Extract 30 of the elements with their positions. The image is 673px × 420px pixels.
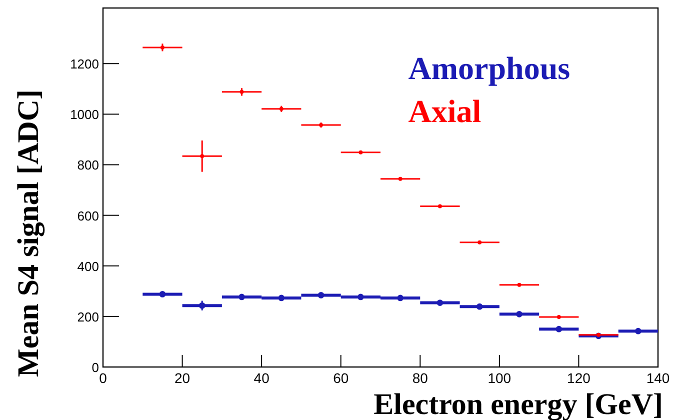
y-tick-label: 1200 — [70, 56, 99, 72]
x-tick-label: 40 — [254, 370, 270, 386]
x-tick-label: 120 — [567, 370, 591, 386]
y-tick-label: 0 — [92, 360, 99, 375]
point — [200, 154, 204, 158]
point — [397, 294, 404, 302]
point — [318, 292, 324, 298]
point — [198, 302, 206, 309]
x-tick-label: 60 — [333, 370, 349, 386]
x-tick-label: 80 — [412, 370, 428, 386]
point — [278, 294, 285, 302]
point — [159, 290, 166, 298]
point — [634, 328, 642, 334]
x-tick-label: 100 — [488, 370, 512, 386]
point — [436, 300, 444, 306]
y-tick-label: 600 — [77, 208, 99, 224]
series-label: Axial — [408, 92, 482, 129]
point — [556, 326, 562, 332]
y-tick-label: 400 — [77, 258, 99, 274]
y-tick-label: 200 — [77, 309, 99, 324]
point — [516, 310, 522, 318]
text: Amorphous — [408, 50, 570, 86]
y-tick-label: 800 — [77, 158, 99, 173]
x-tick-label: 20 — [174, 370, 190, 386]
point — [238, 294, 245, 300]
point — [476, 303, 483, 310]
point — [357, 294, 364, 300]
y-axis-title: Mean S4 signal [ADC] — [12, 89, 45, 377]
x-tick-label: 140 — [646, 370, 670, 386]
y-tick-label: 1000 — [70, 107, 99, 122]
